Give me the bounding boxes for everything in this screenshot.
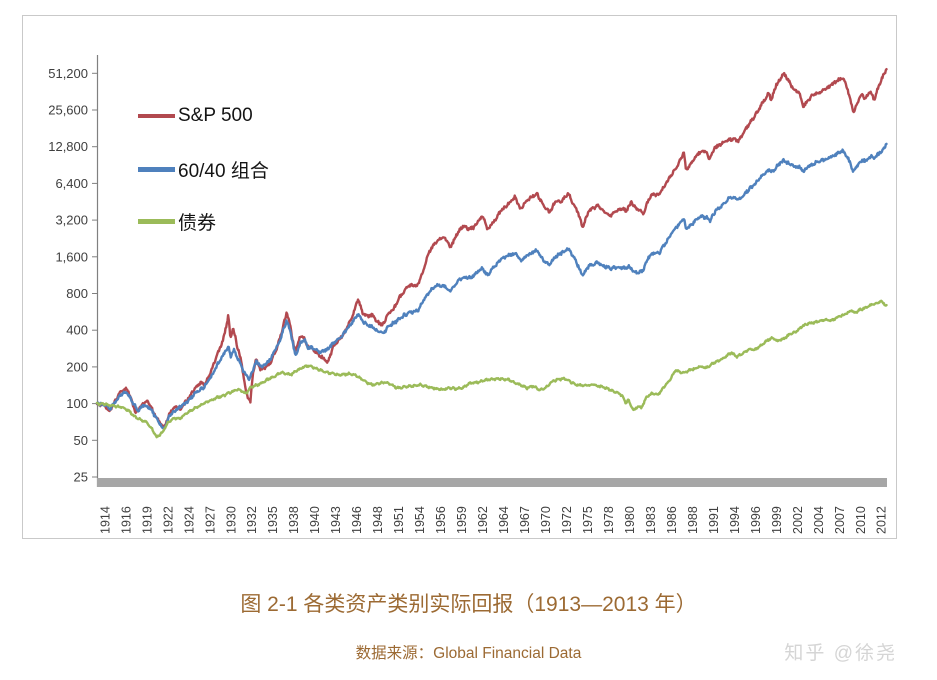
y-tick-label: 12,800 (48, 139, 88, 154)
y-tick-label: 100 (66, 396, 88, 411)
y-tick-label: 3,200 (55, 213, 88, 228)
legend-item-bonds: 债券 (138, 208, 216, 235)
y-tick-label: 400 (66, 323, 88, 338)
y-tick-label: 800 (66, 286, 88, 301)
x-tick-label: 1938 (287, 506, 301, 534)
y-tick-label: 1,600 (55, 249, 88, 264)
x-tick-label: 1930 (224, 506, 238, 534)
x-tick-label: 1959 (455, 506, 469, 534)
x-tick-label: 1970 (539, 506, 553, 534)
x-tick-label: 2010 (854, 506, 868, 534)
x-tick-label: 2002 (791, 506, 805, 534)
chart-frame (22, 15, 897, 539)
x-tick-label: 1964 (497, 506, 511, 534)
x-tick-label: 2004 (812, 506, 826, 534)
x-tick-label: 1999 (770, 506, 784, 534)
y-tick-label: 25 (74, 470, 88, 485)
x-tick-label: 1956 (434, 506, 448, 534)
legend-label-bonds: 债券 (178, 213, 217, 234)
sp500-line-swatch (138, 113, 175, 119)
bonds-line-swatch (138, 219, 175, 224)
x-tick-label: 1994 (728, 506, 742, 534)
x-tick-label: 1972 (560, 506, 574, 534)
x-tick-label: 1943 (329, 506, 343, 534)
x-tick-label: 1916 (119, 506, 133, 534)
x-tick-label: 1978 (602, 506, 616, 534)
x-tick-label: 1948 (371, 506, 385, 534)
x-tick-label: 1991 (707, 506, 721, 534)
x-tick-label: 1986 (665, 506, 679, 534)
legend-item-6040: 60/40 组合 (138, 156, 269, 183)
x-tick-label: 1975 (581, 506, 595, 534)
x-tick-label: 1962 (476, 506, 490, 534)
y-tick-label: 6,400 (55, 176, 88, 191)
figure-caption: 图 2-1 各类资产类别实际回报（1913—2013 年） (240, 593, 697, 616)
x-tick-label: 2007 (833, 506, 847, 534)
asset-returns-line-chart: 25 50 100 200 400 800 1,600 3,200 6,400 12,800 25,… (48, 55, 889, 534)
x-tick-label: 2012 (875, 506, 889, 534)
x-tick-label: 1946 (350, 506, 364, 534)
data-source-note: 数据来源：Global Financial Data (355, 645, 582, 662)
y-tick-label: 51,200 (48, 66, 88, 81)
x-tick-label: 1924 (182, 506, 196, 534)
x-tick-label: 1914 (98, 506, 112, 534)
series-line-6040-portfolio (95, 142, 888, 431)
x-tick-label: 1983 (644, 506, 658, 534)
legend-item-sp500: S&P 500 (138, 105, 253, 127)
x-tick-label: 1935 (266, 506, 280, 534)
x-tick-label: 1967 (518, 506, 532, 534)
series-line-sp500 (95, 68, 888, 430)
legend-label-sp500: S&P 500 (178, 105, 253, 126)
zhihu-watermark: 知乎 @徐尧 (784, 643, 897, 664)
x-tick-label: 1927 (203, 506, 217, 534)
x-axis-bar (97, 478, 887, 487)
x-tick-label: 1980 (623, 506, 637, 534)
x-tick-label: 1922 (161, 506, 175, 534)
x-tick-label: 1996 (749, 506, 763, 534)
y-tick-label: 200 (66, 359, 88, 374)
x-tick-label: 1954 (413, 506, 427, 534)
series-line-bonds (95, 299, 888, 439)
6040-line-swatch (138, 167, 175, 172)
x-tick-label: 1940 (308, 506, 322, 534)
x-tick-label: 1988 (686, 506, 700, 534)
legend-label-6040: 60/40 组合 (178, 161, 269, 182)
x-tick-label: 1932 (245, 506, 259, 534)
x-tick-label: 1951 (392, 506, 406, 534)
y-tick-label: 50 (74, 433, 88, 448)
y-tick-label: 25,600 (48, 103, 88, 118)
x-tick-label: 1919 (140, 506, 154, 534)
